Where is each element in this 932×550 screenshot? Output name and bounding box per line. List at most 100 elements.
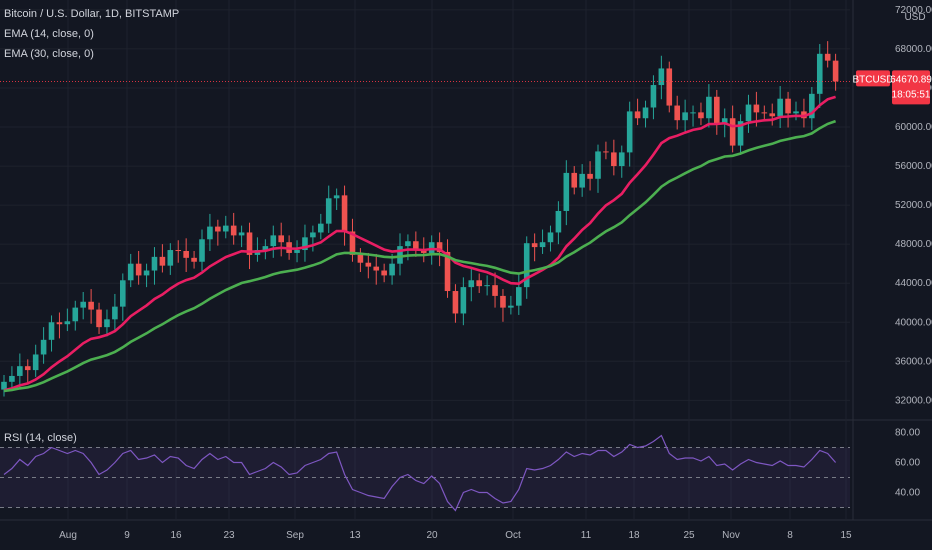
candle-body [389, 263, 395, 276]
candle-body [832, 60, 839, 82]
candle-body [64, 321, 71, 325]
candle-body [413, 241, 419, 251]
time-tick-label: 13 [349, 530, 361, 541]
candle-body [698, 112, 704, 119]
candle-body [714, 96, 720, 124]
candle-body [143, 270, 150, 276]
candle-body [547, 232, 554, 243]
candle-body [40, 339, 47, 355]
ema-lines [3, 95, 837, 393]
price-tick-label: 52000.00 [895, 200, 932, 211]
candle-body [523, 243, 530, 288]
candle-body [104, 319, 110, 328]
time-tick-label: 11 [581, 530, 592, 541]
price-tick-label: 32000.00 [895, 395, 932, 406]
rsi-tick-label: 60.00 [895, 458, 920, 469]
candle-body [611, 152, 617, 167]
candle-body [500, 295, 506, 308]
candle-body [777, 98, 783, 117]
candle-body [318, 223, 324, 233]
candle-body [634, 111, 641, 119]
rsi-pane: 80.00 60.00 40.00 [0, 428, 920, 512]
candle-body [246, 232, 253, 255]
candle-body [571, 172, 578, 188]
last-price-label: 64670.89 [890, 74, 932, 85]
candle-body [460, 287, 467, 314]
candle-body [262, 246, 269, 251]
candle-body [484, 285, 490, 287]
time-tick-label: Sep [286, 530, 304, 541]
candle-body [452, 291, 459, 314]
candle-body [127, 263, 134, 281]
candle-body [563, 172, 570, 211]
candle-body [373, 266, 380, 271]
price-tick-label: 56000.00 [895, 161, 932, 172]
grid [0, 0, 932, 521]
candle-body [183, 251, 189, 258]
candle-body [381, 270, 387, 276]
candle-body [405, 241, 411, 247]
candle-body [1, 381, 7, 390]
candle-body [824, 53, 831, 61]
candle-body [761, 112, 768, 114]
candle-body [428, 242, 435, 253]
price-tick-label: 72000.00 [895, 5, 932, 16]
time-tick-label: 18 [628, 530, 640, 541]
candle-body [159, 256, 166, 266]
candle-body [302, 237, 308, 251]
candle-body [199, 239, 205, 262]
candle-body [666, 68, 673, 106]
candle-body [579, 173, 585, 188]
candle-body [729, 118, 736, 146]
candle-body [476, 280, 482, 287]
candle-body [207, 226, 213, 240]
candle-body [721, 118, 728, 124]
price-tick-label: 40000.00 [895, 317, 932, 328]
candle-body [816, 53, 823, 94]
time-tick-label: 8 [787, 530, 793, 541]
price-tick-label: 48000.00 [895, 239, 932, 250]
candle-body [112, 306, 118, 320]
rsi-line [3, 434, 837, 512]
candle-body [809, 93, 815, 119]
candlestick-series [1, 41, 839, 397]
candle-body [587, 173, 593, 179]
candle-body [24, 366, 31, 371]
candle-body [349, 231, 356, 255]
candle-body [769, 113, 776, 117]
candle-body [508, 305, 514, 308]
candle-body [516, 287, 522, 306]
candle-body [753, 104, 760, 113]
ema14-legend[interactable]: EMA (14, close, 0) [4, 28, 94, 40]
candle-body [690, 112, 696, 114]
time-tick-label: 15 [840, 530, 852, 541]
time-tick-label: 16 [170, 530, 182, 541]
price-tick-label: 60000.00 [895, 122, 932, 133]
candle-body [310, 232, 316, 238]
symbol-badge [856, 70, 890, 87]
candle-body [492, 285, 498, 296]
candle-body [706, 96, 712, 119]
time-tick-label: 9 [124, 530, 130, 541]
ema30-legend[interactable]: EMA (30, close, 0) [4, 48, 94, 60]
candle-body [397, 246, 403, 264]
axes: 72000.0068000.0064000.0060000.0056000.00… [59, 5, 932, 541]
candle-body [420, 250, 427, 253]
candle-body [80, 301, 86, 308]
candle-body [682, 112, 688, 121]
candle-body [333, 195, 340, 199]
candle-body [468, 280, 475, 288]
candle-body [294, 250, 300, 253]
price-tick-label: 44000.00 [895, 278, 932, 289]
candle-body [270, 235, 277, 247]
candle-body [650, 85, 657, 108]
candle-body [626, 111, 633, 153]
time-tick-label: Oct [505, 530, 521, 541]
symbol-title[interactable]: Bitcoin / U.S. Dollar, 1D, BITSTAMP [4, 8, 180, 20]
price-tick-label: 68000.00 [895, 44, 932, 55]
currency-label: USD [904, 12, 925, 23]
candle-body [539, 242, 546, 248]
candle-body [48, 322, 55, 340]
rsi-legend[interactable]: RSI (14, close) [4, 432, 77, 444]
